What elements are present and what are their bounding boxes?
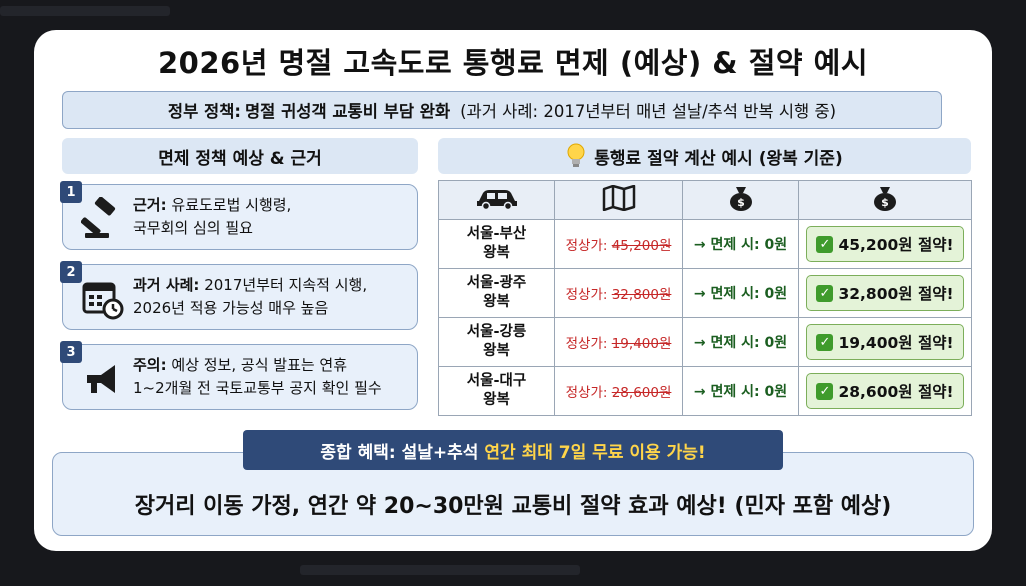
policy-headline: 명절 귀성객 교통비 부담 완화 (244, 102, 451, 121)
infographic-card: 2026년 명절 고속도로 통행료 면제 (예상) & 절약 예시 정부 정책:… (34, 30, 992, 551)
route-type: 왕복 (483, 343, 510, 359)
benefit-pill: 종합 혜택: 설날+추석 연간 최대 7일 무료 이용 가능! (243, 430, 783, 470)
backdrop-line (300, 565, 580, 575)
basis-line2: 국무회의 심의 필요 (133, 219, 253, 237)
right-section-header: 통행료 절약 계산 예시 (왕복 기준) (438, 138, 971, 174)
policy-note: (과거 사례: 2017년부터 매년 설날/추석 반복 시행 중) (460, 102, 837, 121)
saving-chip: ✓ 32,800원 절약! (806, 275, 964, 311)
svg-text:$: $ (737, 196, 745, 209)
check-icon: ✓ (816, 284, 834, 302)
number-badge: 1 (60, 181, 82, 203)
price-cell: 정상가: 19,400원 (554, 317, 683, 367)
calendar-icon (82, 282, 124, 320)
toll-savings-table: $ $ 서울-부산 왕복 정상가: 45,200원 → 면제 시: 0원 ✓ 45,… (438, 180, 972, 416)
table-row: 서울-광주 왕복 정상가: 32,800원 → 면제 시: 0원 ✓ 32,800원… (438, 268, 972, 318)
megaphone-icon (87, 365, 115, 393)
backdrop-line (0, 6, 170, 16)
route-name: 서울-대구 (466, 373, 527, 389)
header-cell (554, 180, 683, 220)
route-name: 서울-부산 (466, 226, 527, 242)
free-cell: → 면제 시: 0원 (682, 268, 799, 318)
basis-label: 과거 사례: (133, 276, 200, 294)
basis-line1: 유료도로법 시행령, (171, 196, 292, 214)
policy-label: 정부 정책: (167, 102, 241, 121)
saving-text: 32,800원 절약! (838, 285, 954, 303)
saving-cell: ✓ 45,200원 절약! (798, 219, 972, 269)
svg-text:$: $ (881, 196, 889, 209)
basis-label: 근거: (133, 196, 167, 214)
basis-line2: 2026년 적용 가능성 매우 높음 (133, 299, 329, 317)
number-badge: 3 (60, 341, 82, 363)
saving-chip: ✓ 19,400원 절약! (806, 324, 964, 360)
free-cell: → 면제 시: 0원 (682, 366, 799, 416)
basis-line1: 예상 정보, 공식 발표는 연휴 (171, 356, 348, 374)
price-value: 28,600원 (611, 385, 672, 401)
basis-item: 1 근거: 유료도로법 시행령, 국무회의 심의 필요 (60, 181, 418, 250)
price-value: 19,400원 (611, 336, 672, 352)
check-icon: ✓ (816, 235, 834, 253)
table-row: 서울-강릉 왕복 정상가: 19,400원 → 면제 시: 0원 ✓ 19,400원… (438, 317, 972, 367)
benefit-highlight: 연간 최대 7일 무료 이용 가능! (484, 442, 706, 463)
policy-bar: 정부 정책: 명절 귀성객 교통비 부담 완화 (과거 사례: 2017년부터 … (62, 91, 942, 129)
saving-chip: ✓ 28,600원 절약! (806, 373, 964, 409)
saving-cell: ✓ 32,800원 절약! (798, 268, 972, 318)
saving-text: 28,600원 절약! (838, 383, 954, 401)
right-header-text: 통행료 절약 계산 예시 (왕복 기준) (594, 148, 843, 169)
price-cell: 정상가: 28,600원 (554, 366, 683, 416)
table-row: 서울-부산 왕복 정상가: 45,200원 → 면제 시: 0원 ✓ 45,200원… (438, 219, 972, 269)
price-value: 45,200원 (611, 238, 672, 254)
price-label: 정상가: (565, 385, 608, 401)
price-label: 정상가: (565, 336, 608, 352)
basis-item: 2 과거 사례: 2017년부터 지속적 시행, 2026년 적용 가능성 매우… (60, 261, 418, 330)
header-cell: $ (682, 180, 799, 220)
route-name: 서울-강릉 (466, 324, 527, 340)
lightbulb-icon (567, 143, 585, 167)
saving-cell: ✓ 28,600원 절약! (798, 366, 972, 416)
check-icon: ✓ (816, 333, 834, 351)
price-cell: 정상가: 32,800원 (554, 268, 683, 318)
gavel-icon (81, 197, 116, 238)
route-type: 왕복 (483, 294, 510, 310)
price-cell: 정상가: 45,200원 (554, 219, 683, 269)
basis-text: 근거: 유료도로법 시행령, 국무회의 심의 필요 (133, 194, 413, 240)
basis-label: 주의: (133, 356, 167, 374)
basis-line1: 2017년부터 지속적 시행, (204, 276, 368, 294)
table-row: 서울-대구 왕복 정상가: 28,600원 → 면제 시: 0원 ✓ 28,600원… (438, 366, 972, 416)
free-cell: → 면제 시: 0원 (682, 219, 799, 269)
left-section-header: 면제 정책 예상 & 근거 (62, 138, 418, 174)
table-header-row: $ $ (438, 180, 972, 220)
page-title: 2026년 명절 고속도로 통행료 면제 (예상) & 절약 예시 (157, 46, 869, 80)
header-cell: $ (798, 180, 972, 220)
map-icon (602, 184, 635, 212)
benefit-main-text: 장거리 이동 가정, 연간 약 20~30만원 교통비 절약 효과 예상! (민… (134, 494, 892, 519)
saving-cell: ✓ 19,400원 절약! (798, 317, 972, 367)
saving-text: 19,400원 절약! (838, 334, 954, 352)
basis-line2: 1~2개월 전 국토교통부 공지 확인 필수 (133, 379, 382, 397)
route-name: 서울-광주 (466, 275, 527, 291)
basis-item: 3 주의: 예상 정보, 공식 발표는 연휴 1~2개월 전 국토교통부 공지 … (60, 341, 418, 410)
route-type: 왕복 (483, 392, 510, 408)
free-cell: → 면제 시: 0원 (682, 317, 799, 367)
benefit-label: 종합 혜택: 설날+추석 (320, 442, 479, 463)
price-label: 정상가: (565, 238, 608, 254)
saving-chip: ✓ 45,200원 절약! (806, 226, 964, 262)
price-value: 32,800원 (611, 287, 672, 303)
money-bag-icon: $ (729, 187, 752, 211)
basis-text: 과거 사례: 2017년부터 지속적 시행, 2026년 적용 가능성 매우 높… (133, 274, 413, 320)
route-type: 왕복 (483, 245, 510, 261)
money-bag-icon: $ (874, 187, 896, 211)
number-badge: 2 (60, 261, 82, 283)
header-cell (438, 180, 555, 220)
check-icon: ✓ (816, 382, 834, 400)
saving-text: 45,200원 절약! (838, 236, 954, 254)
price-label: 정상가: (565, 287, 608, 303)
basis-text: 주의: 예상 정보, 공식 발표는 연휴 1~2개월 전 국토교통부 공지 확인… (133, 354, 413, 400)
car-icon (476, 190, 517, 211)
